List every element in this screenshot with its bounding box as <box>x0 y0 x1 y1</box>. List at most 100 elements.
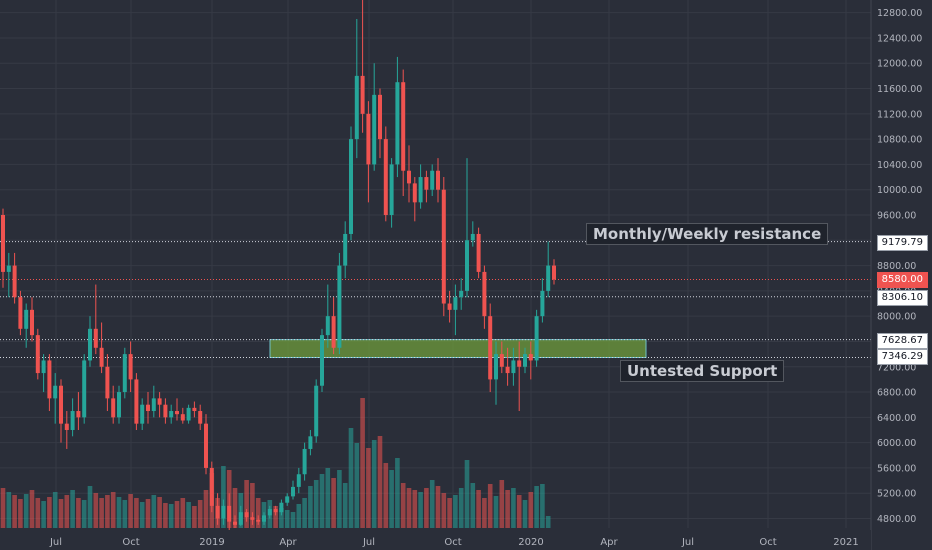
volume-bar <box>52 492 58 528</box>
candle-body <box>372 94 377 165</box>
volume-bar <box>435 486 441 528</box>
candle-body <box>93 328 98 348</box>
volume-bar <box>511 488 516 528</box>
candle-body <box>441 189 446 304</box>
volume-bar <box>151 495 157 528</box>
candle-body <box>354 75 359 140</box>
volume-bar <box>284 510 290 528</box>
volume-bar <box>377 436 383 528</box>
price-tick-label: 5600.00 <box>877 463 916 474</box>
volume-bar <box>354 443 360 528</box>
candle-body <box>447 303 452 310</box>
candle-body <box>314 385 319 437</box>
volume-bar <box>18 499 23 528</box>
volume-bar <box>366 448 371 528</box>
candle-body <box>389 164 394 215</box>
candle-body <box>221 505 226 519</box>
candle-body <box>273 509 278 513</box>
volume-bar <box>116 497 122 528</box>
time-tick-label: 2019 <box>199 537 224 548</box>
candle-body <box>366 113 371 165</box>
time-tick-label: Apr <box>279 537 297 548</box>
price-axis: 4800.00 5200.00 5600.00 6000.00 6400.00 6800.… <box>877 8 922 525</box>
current-price-label: 8580.00 <box>876 272 928 288</box>
candle-body <box>337 265 342 348</box>
candle-body <box>117 392 121 418</box>
candle-body <box>517 360 522 367</box>
candle-body <box>285 496 290 503</box>
volume-bar <box>331 478 336 528</box>
volume-bar <box>128 494 133 528</box>
candle-body <box>59 385 63 424</box>
candle-body <box>534 316 539 361</box>
candle-body <box>122 354 127 393</box>
candle-body <box>186 407 191 421</box>
candle-body <box>267 509 272 516</box>
candle-body <box>296 474 301 487</box>
price-tick-label: 11600.00 <box>877 84 922 95</box>
time-tick-label: Apr <box>600 537 618 548</box>
volume-bar <box>342 483 348 528</box>
candle-body <box>360 75 365 114</box>
candle-body <box>395 82 400 165</box>
volume-bar <box>250 483 255 528</box>
candle-body <box>476 233 481 272</box>
volume-bar <box>505 490 510 528</box>
volume-bar <box>273 506 278 528</box>
candle-body <box>511 360 516 374</box>
volume-bar <box>453 495 458 528</box>
volume-bar <box>0 488 6 528</box>
untested-support-zone <box>269 339 647 359</box>
price-tick-label: 11200.00 <box>877 109 922 120</box>
volume-bar <box>70 490 75 528</box>
candle-body <box>53 385 58 399</box>
volume-bar <box>168 504 174 528</box>
candle-body <box>308 436 313 449</box>
volume-bar <box>12 495 17 528</box>
volume-bar <box>371 440 377 528</box>
volume-bar <box>244 480 249 528</box>
volume-bar <box>41 501 46 528</box>
time-axis-background <box>0 530 871 550</box>
volume-bar <box>192 506 197 528</box>
volume-bar <box>145 499 151 528</box>
candle-body <box>227 505 232 522</box>
candle-body <box>436 170 440 190</box>
price-tick-label: 12000.00 <box>877 59 922 70</box>
candle-body <box>169 411 174 418</box>
volume-bar <box>458 488 464 528</box>
candle-body <box>47 360 52 399</box>
candle-body <box>157 398 162 405</box>
volume-bar <box>93 493 99 528</box>
time-tick-label: Oct <box>759 537 776 548</box>
volume-bar <box>29 490 35 528</box>
candle-body <box>540 290 545 317</box>
candle-body <box>401 82 406 171</box>
candle-body <box>175 411 179 415</box>
candle-body <box>76 411 81 418</box>
candle-body <box>70 411 75 430</box>
volume-bar <box>6 492 12 528</box>
time-tick-label: Jul <box>49 537 62 548</box>
time-tick-label: Jul <box>362 537 375 548</box>
volume-bar <box>319 474 325 528</box>
candle-body <box>233 521 237 525</box>
volume-bar <box>23 494 29 528</box>
volume-bar <box>221 466 226 528</box>
candle-body <box>99 347 104 367</box>
volume-bar <box>232 488 238 528</box>
volume-bar <box>540 484 545 528</box>
candle-body <box>192 407 197 412</box>
candle-body <box>482 271 487 317</box>
price-tick-label: 6000.00 <box>877 438 916 449</box>
candle-body <box>256 519 261 522</box>
candle-body <box>24 309 29 329</box>
candle-body <box>383 139 388 215</box>
candle-body <box>331 316 336 348</box>
candle-body <box>128 354 133 380</box>
candle-body <box>343 233 348 266</box>
volume-bar <box>64 495 70 528</box>
volume-bar <box>389 470 394 528</box>
volume-bar <box>493 496 499 528</box>
